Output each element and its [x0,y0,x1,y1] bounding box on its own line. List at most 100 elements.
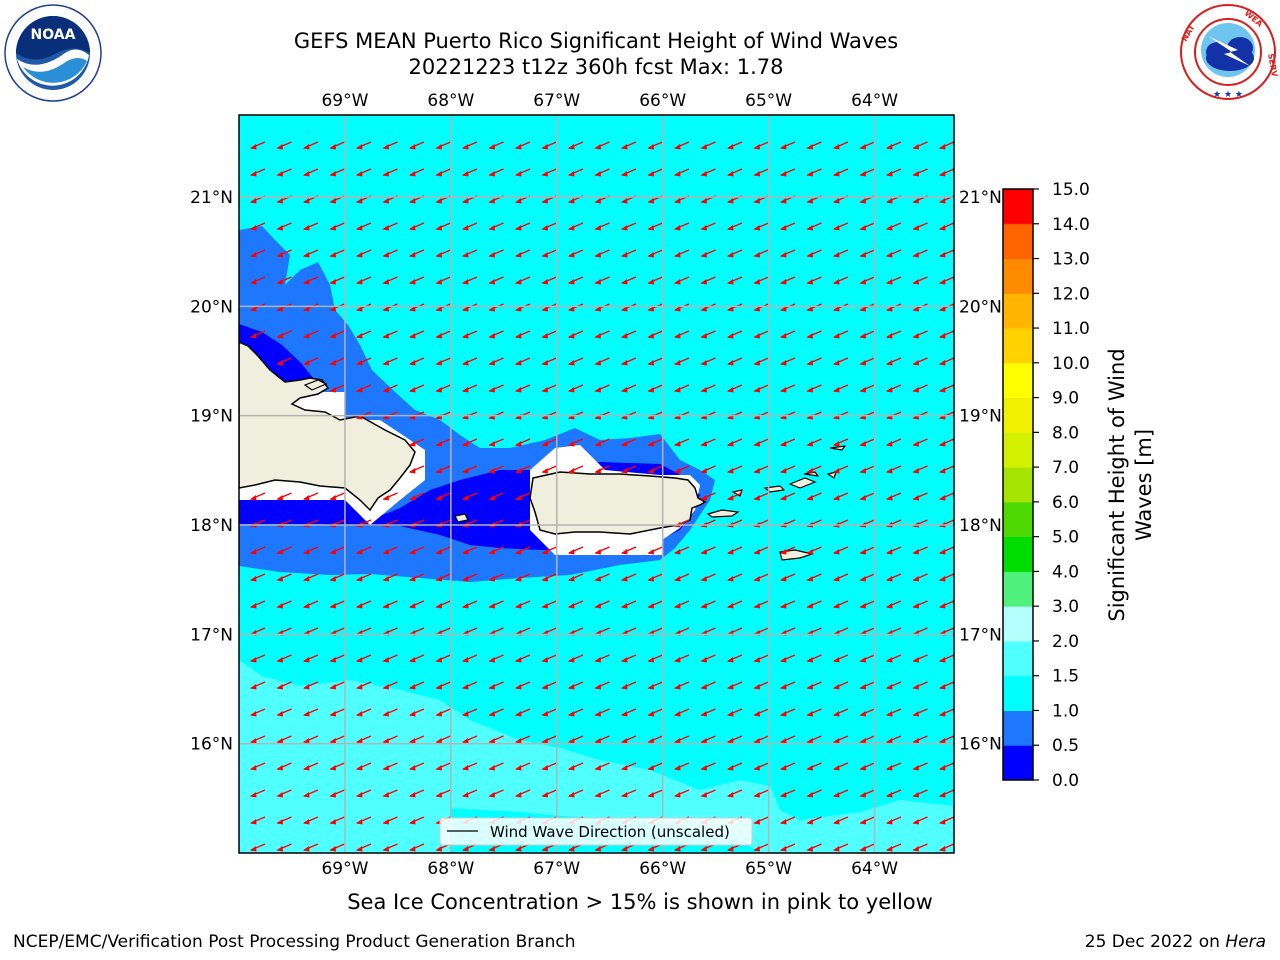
colorbar-segment [1003,571,1033,607]
colorbar-segment [1003,189,1033,224]
wave-arrow [647,330,663,339]
wave-arrow [250,681,266,690]
wave-arrow [859,141,875,150]
land-virgin-gorda [803,471,820,477]
wave-arrow [647,546,663,555]
wave-arrow [515,330,531,339]
wave-arrow [806,654,822,663]
wave-arrow [806,735,822,744]
lon-label-top: 66°W [639,91,686,111]
wave-arrow [409,816,425,825]
wave-arrow [674,222,690,231]
wave-arrow [700,573,716,582]
wave-arrow [462,681,478,690]
wave-arrow [515,249,531,258]
wave-arrow [462,141,478,150]
colorbar-tick-label: 4.0 [1052,562,1079,582]
wave-arrow [886,573,902,582]
wave-arrow [780,789,796,798]
wave-arrow [886,789,902,798]
wave-arrow [859,222,875,231]
colorbar-segment [1003,293,1033,329]
wave-arrow [700,654,716,663]
wave-arrow [568,438,584,447]
wave-arrow [833,735,849,744]
wave-arrow [568,708,584,717]
wave-arrow [382,789,398,798]
wave-arrow [939,789,954,798]
colorbar-tick-label: 2.0 [1052,632,1079,652]
wave-arrow [250,654,266,663]
wave-arrow [833,789,849,798]
wave-arrow [912,249,928,258]
wave-arrow [409,681,425,690]
wave-arrow [912,789,928,798]
wave-arrow [647,762,663,771]
wave-arrow [462,708,478,717]
wave-arrow [727,141,743,150]
colorbar-tick-label: 1.5 [1052,667,1079,687]
wave-arrow [700,222,716,231]
wave-arrow [939,384,954,393]
wave-arrow [621,465,637,474]
wave-arrow [886,546,902,555]
wave-arrow [674,276,690,285]
wave-arrow [329,762,345,771]
wave-arrow [806,708,822,717]
wave-arrow [806,141,822,150]
wave-arrow [541,357,557,366]
wave-arrow [356,330,372,339]
wave-arrow [886,330,902,339]
wave-arrow [356,843,372,852]
wave-arrow [700,168,716,177]
wave-arrow [515,546,531,555]
wave-arrow [435,222,451,231]
lat-label-left: 20°N [190,297,233,317]
wave-arrow [780,546,796,555]
wave-arrow [568,141,584,150]
land-sombrero [826,471,837,479]
colorbar: 0.0 0.5 1.0 1.5 2.0 3.0 4.0 5.0 6.0 7.0 8.0 9.0 10.0… [1002,180,1090,791]
wave-arrow [753,222,769,231]
lat-label-right: 18°N [959,516,1002,536]
wave-arrow [541,141,557,150]
wave-arrow [462,384,478,393]
wave-arrow [594,384,610,393]
wave-arrow [356,816,372,825]
wave-arrow [674,573,690,582]
wave-arrow [594,573,610,582]
lon-label-bottom: 66°W [639,859,686,879]
wave-arrow [833,465,849,474]
wave-arrow [859,789,875,798]
wave-arrow [356,600,372,609]
wave-arrow [303,789,319,798]
wave-arrow [356,168,372,177]
colorbar-segment [1003,640,1033,677]
wave-arrow [859,384,875,393]
wave-arrow [303,276,319,285]
wave-arrow [621,438,637,447]
wave-arrow [276,249,292,258]
wave-arrow [568,168,584,177]
wave-arrow [568,789,584,798]
wave-arrow [356,249,372,258]
wave-arrow [621,762,637,771]
wave-arrow [276,816,292,825]
wave-arrow [806,384,822,393]
wave-arrow [276,546,292,555]
wave-arrow [700,276,716,285]
wave-arrow [435,600,451,609]
wave-arrow [594,546,610,555]
wave-arrow [488,357,504,366]
wave-arrow [700,384,716,393]
wave-arrow [515,708,531,717]
lat-labels-right: 21°N 20°N 19°N 18°N 17°N 16°N [959,188,1002,755]
wave-arrow [727,654,743,663]
wave-arrow [859,546,875,555]
wave-arrow [382,600,398,609]
wave-arrow [912,546,928,555]
land-st-croix [779,549,815,561]
wave-arrow [753,573,769,582]
wave-arrow [488,762,504,771]
wave-arrow [833,492,849,501]
